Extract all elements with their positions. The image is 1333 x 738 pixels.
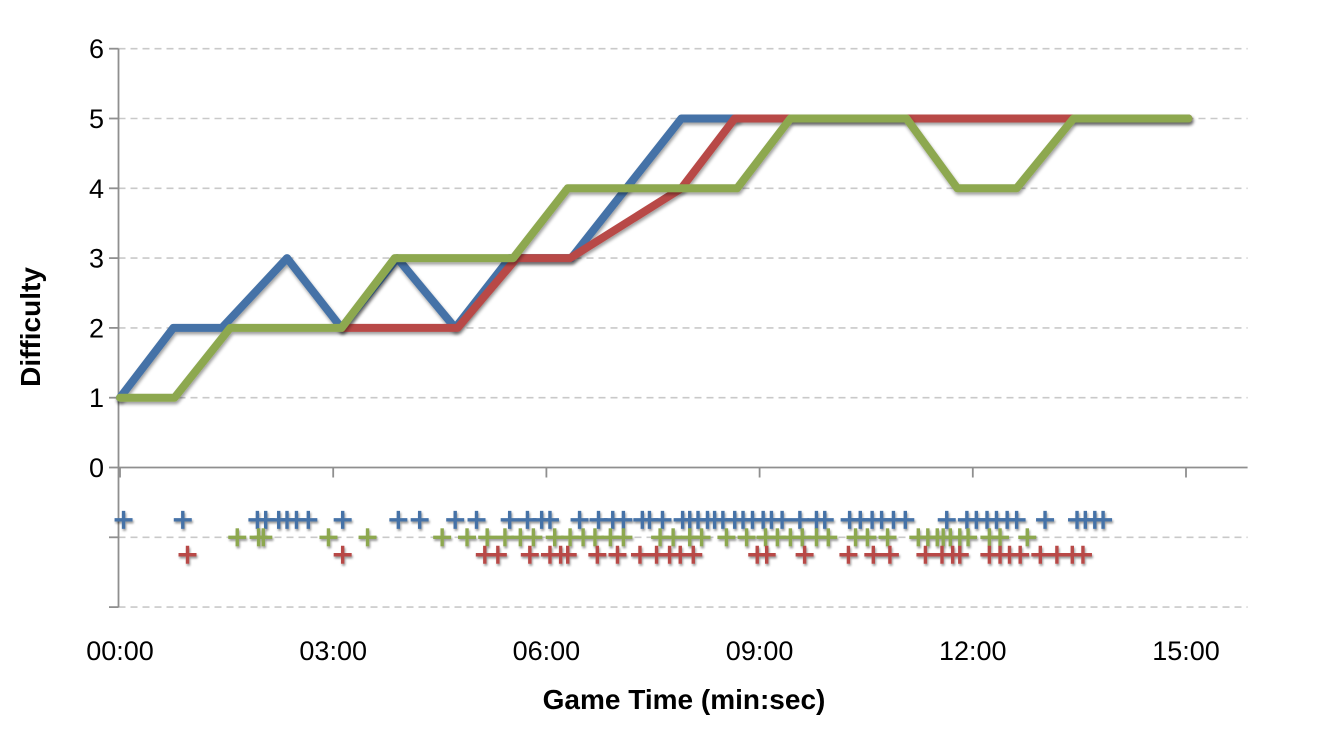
event-marker xyxy=(630,545,649,564)
line-series xyxy=(116,114,1193,402)
red-difficulty-line xyxy=(338,114,1193,332)
green-difficulty-line xyxy=(116,114,1193,402)
event-marker xyxy=(588,545,607,564)
x-tick-label-12:00: 12:00 xyxy=(939,636,1007,666)
green-events xyxy=(228,528,1037,547)
event-marker xyxy=(737,528,756,547)
event-marker xyxy=(664,528,683,547)
y-tick-label-2: 2 xyxy=(89,313,104,343)
event-marker xyxy=(333,545,352,564)
event-marker xyxy=(608,545,627,564)
tick-labels: 0 1 2 3 4 5 6 00:00 03:00 06:00 09:00 12:00 15:00 xyxy=(86,34,1220,666)
event-marker xyxy=(1036,510,1055,529)
event-marker xyxy=(458,528,477,547)
event-marker xyxy=(795,545,814,564)
event-marker xyxy=(950,545,969,564)
y-tick-label-0: 0 xyxy=(89,453,104,483)
event-marker xyxy=(389,510,408,529)
event-marker xyxy=(773,510,792,529)
x-axis-title: Game Time (min:sec) xyxy=(543,684,826,715)
event-marker xyxy=(488,545,507,564)
red-events xyxy=(178,545,1092,564)
event-marker xyxy=(173,510,192,529)
blue-events xyxy=(114,510,1113,529)
event-marker xyxy=(916,545,935,564)
event-marker xyxy=(570,510,589,529)
event-marker xyxy=(880,545,899,564)
event-marker xyxy=(1047,545,1066,564)
event-marker xyxy=(717,528,736,547)
x-tick-label-06:00: 06:00 xyxy=(513,636,581,666)
event-marker xyxy=(433,528,452,547)
event-marker xyxy=(858,528,877,547)
event-marker xyxy=(692,528,711,547)
event-marker xyxy=(819,528,838,547)
event-marker xyxy=(684,545,703,564)
event-marker xyxy=(319,528,338,547)
event-marker xyxy=(495,528,514,547)
event-marker xyxy=(545,528,564,547)
axes xyxy=(109,47,1248,608)
event-marker xyxy=(1011,545,1030,564)
x-tick-label-00:00: 00:00 xyxy=(86,636,154,666)
event-marker xyxy=(757,545,776,564)
event-marker xyxy=(558,545,577,564)
event-marker xyxy=(1094,510,1113,529)
event-marker xyxy=(896,510,915,529)
event-marker xyxy=(878,528,897,547)
event-marker xyxy=(254,528,273,547)
event-marker xyxy=(653,510,672,529)
event-marker xyxy=(358,528,377,547)
event-marker xyxy=(520,545,539,564)
event-marker xyxy=(614,528,633,547)
event-marker xyxy=(114,510,133,529)
event-marker xyxy=(1018,528,1037,547)
event-marker xyxy=(178,545,197,564)
x-tick-label-09:00: 09:00 xyxy=(726,636,794,666)
event-marker xyxy=(585,528,604,547)
y-tick-label-1: 1 xyxy=(89,383,104,413)
y-tick-label-3: 3 xyxy=(89,244,104,274)
x-tick-label-15:00: 15:00 xyxy=(1152,636,1220,666)
event-marker xyxy=(478,528,497,547)
event-marker xyxy=(937,510,956,529)
event-marker xyxy=(540,510,559,529)
event-marker xyxy=(839,545,858,564)
event-marker xyxy=(1031,545,1050,564)
y-tick-label-4: 4 xyxy=(89,174,104,204)
event-marker xyxy=(446,510,465,529)
y-axis-title: Difficulty xyxy=(15,267,46,387)
y-tick-label-5: 5 xyxy=(89,104,104,134)
event-marker xyxy=(524,528,543,547)
x-tick-label-03:00: 03:00 xyxy=(299,636,367,666)
event-marker xyxy=(299,510,318,529)
event-marker xyxy=(228,528,247,547)
event-marker xyxy=(1007,510,1026,529)
event-marker xyxy=(614,510,633,529)
event-marker xyxy=(790,510,809,529)
event-marker-series xyxy=(114,510,1113,564)
y-tick-label-6: 6 xyxy=(89,34,104,64)
event-marker xyxy=(991,528,1010,547)
event-marker xyxy=(864,545,883,564)
event-marker xyxy=(815,510,834,529)
event-marker xyxy=(467,510,486,529)
event-marker xyxy=(410,510,429,529)
event-marker xyxy=(333,510,352,529)
event-marker xyxy=(500,510,519,529)
event-marker xyxy=(959,528,978,547)
event-marker xyxy=(1073,545,1092,564)
